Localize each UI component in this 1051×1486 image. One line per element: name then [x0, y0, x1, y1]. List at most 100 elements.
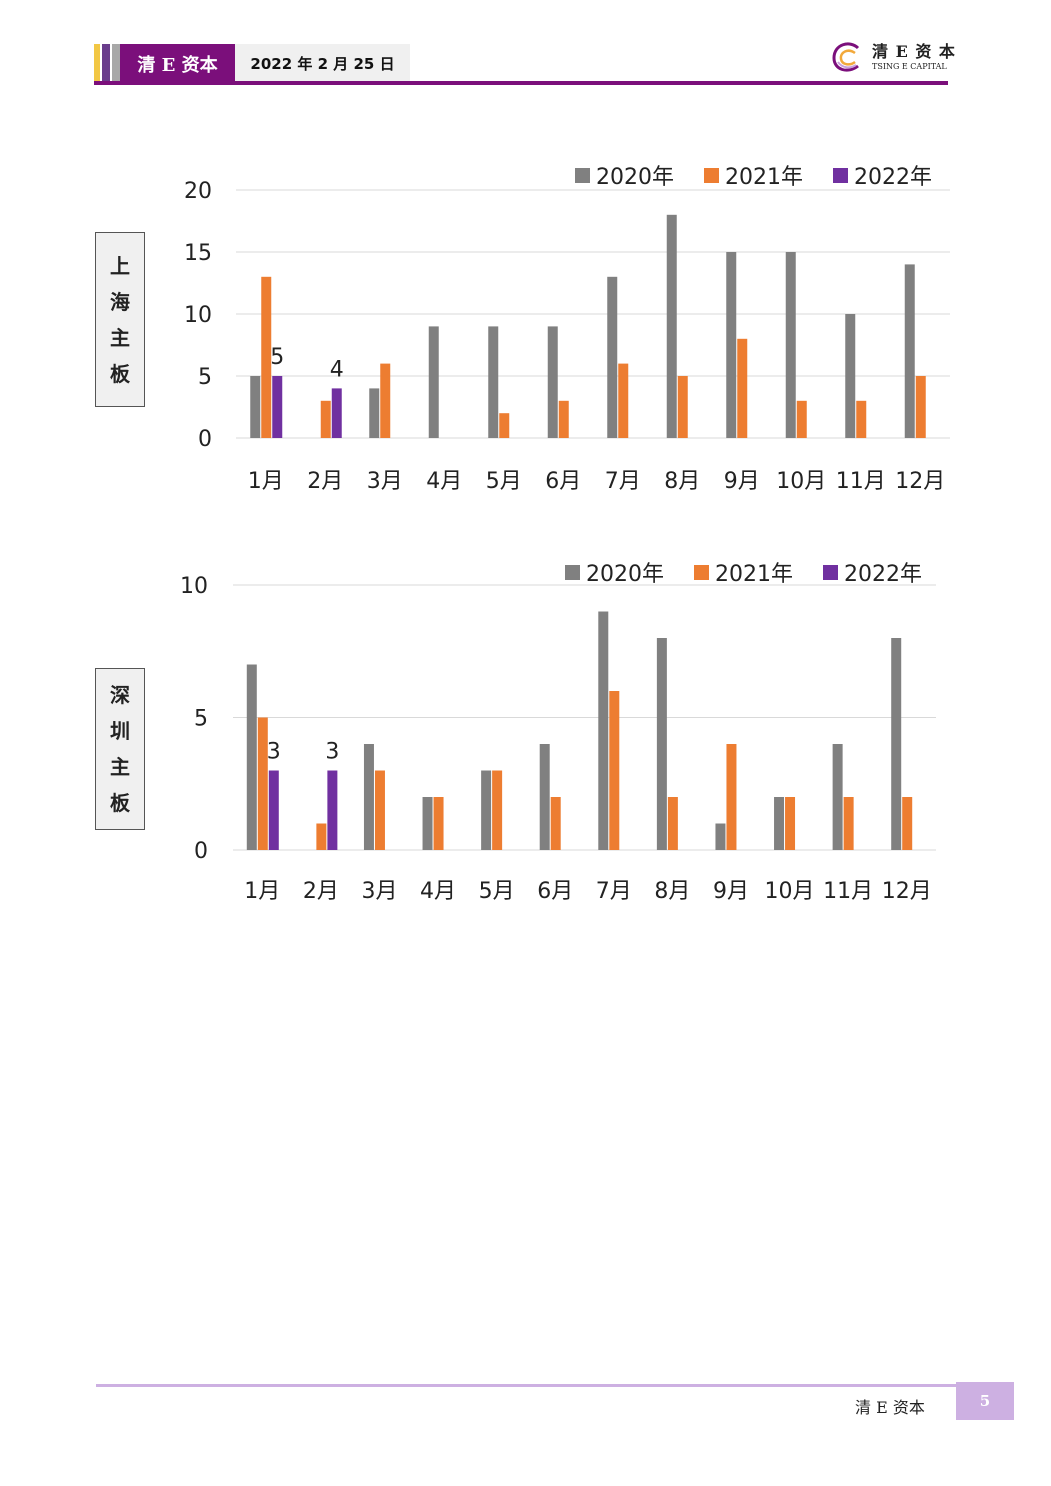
bar [327, 770, 338, 850]
y-tick-label: 10 [184, 303, 212, 328]
x-tick-label: 4月 [420, 879, 456, 904]
header-rule [94, 81, 948, 85]
bar [363, 744, 374, 850]
footer-rule [96, 1384, 956, 1387]
side-label-char: 主 [110, 755, 130, 779]
x-tick-label: 6月 [545, 469, 581, 494]
bar [547, 326, 558, 438]
header-stripes [94, 44, 120, 84]
logo-text-cn: 清 E 资 本 [872, 42, 956, 61]
side-label-char: 深 [110, 683, 130, 707]
legend-label: 2020年 [596, 165, 674, 190]
header-date: 2022 年 2 月 25 日 [235, 44, 410, 82]
x-tick-label: 2月 [307, 469, 343, 494]
x-tick-label: 6月 [537, 879, 573, 904]
side-label-char: 上 [110, 253, 130, 278]
data-label: 3 [267, 740, 281, 765]
bar [369, 388, 380, 438]
bar [666, 214, 677, 438]
bar [856, 400, 867, 438]
y-tick-label: 10 [180, 574, 208, 599]
bar [331, 388, 342, 438]
x-tick-label: 1月 [248, 469, 284, 494]
shenzhen-main-board-chart: 0 5 10 3 3 1月 2月 3月 4月 5月 6月 7月 8月 9月 10月 11月 12月 2020年 20… [180, 562, 936, 904]
bar [904, 264, 915, 438]
x-tick-label: 12月 [895, 469, 945, 494]
x-tick-label: 3月 [367, 469, 403, 494]
y-tick-label: 15 [184, 241, 212, 266]
bar [737, 338, 748, 438]
bar [902, 797, 913, 850]
company-logo: 清 E 资 本 TSING E CAPITAL [828, 36, 955, 78]
bar [428, 326, 439, 438]
y-tick-label: 5 [194, 707, 208, 732]
bar [320, 400, 331, 438]
bar [272, 376, 283, 438]
bar [539, 744, 550, 850]
bar [261, 276, 272, 438]
shanghai-main-board-chart: 0 5 10 15 20 5 4 1月 2月 3月 4月 5月 6月 7月 8月 9月 10月 11月 12月 202… [184, 165, 950, 494]
x-tick-label: 5月 [486, 469, 522, 494]
data-label: 4 [330, 357, 344, 382]
bar [374, 770, 385, 850]
bar [726, 252, 737, 438]
bar [558, 400, 569, 438]
bar [796, 400, 807, 438]
bar [774, 797, 785, 850]
bar [618, 363, 629, 438]
legend-swatch [575, 168, 590, 183]
stripe-gold [94, 44, 100, 84]
stripe-gray [112, 44, 120, 84]
data-label: 3 [325, 740, 339, 765]
bar [481, 770, 492, 850]
bar [667, 797, 678, 850]
x-tick-label: 9月 [713, 879, 749, 904]
x-tick-label: 10月 [765, 879, 815, 904]
x-tick-label: 3月 [361, 879, 397, 904]
bar [422, 797, 433, 850]
logo-swirl-icon [832, 42, 860, 72]
legend-swatch [565, 565, 580, 580]
bar [832, 744, 843, 850]
legend-label: 2021年 [725, 165, 803, 190]
x-tick-label: 4月 [426, 469, 462, 494]
x-tick-label: 8月 [664, 469, 700, 494]
legend-label: 2022年 [854, 165, 932, 190]
bar [785, 797, 796, 850]
logo-text-en: TSING E CAPITAL [872, 62, 947, 71]
bar [268, 770, 279, 850]
x-tick-label: 2月 [303, 879, 339, 904]
bar [607, 276, 618, 438]
data-label: 5 [270, 345, 284, 370]
legend-label: 2021年 [715, 562, 793, 587]
bar [609, 691, 620, 850]
bar [598, 611, 609, 850]
x-tick-label: 8月 [654, 879, 690, 904]
x-tick-label: 5月 [479, 879, 515, 904]
bar [915, 376, 926, 438]
bar [250, 376, 261, 438]
page-number: 5 [956, 1382, 1014, 1420]
legend-swatch [694, 565, 709, 580]
bar [726, 744, 737, 850]
x-tick-label: 1月 [244, 879, 280, 904]
bar [677, 376, 688, 438]
stripe-purple [102, 44, 110, 84]
side-label-char: 主 [110, 325, 130, 350]
bar [656, 638, 667, 850]
bar [550, 797, 561, 850]
y-tick-label: 0 [194, 839, 208, 864]
bar [433, 797, 444, 850]
bar [891, 638, 902, 850]
bar [380, 363, 391, 438]
legend-label: 2022年 [844, 562, 922, 587]
bar [785, 252, 796, 438]
x-tick-label: 9月 [724, 469, 760, 494]
footer-brand: 清 E 资本 [855, 1398, 925, 1417]
bar [246, 664, 257, 850]
bar [316, 823, 327, 850]
bar [715, 823, 726, 850]
y-tick-label: 5 [198, 365, 212, 390]
x-tick-label: 7月 [605, 469, 641, 494]
x-tick-label: 7月 [596, 879, 632, 904]
